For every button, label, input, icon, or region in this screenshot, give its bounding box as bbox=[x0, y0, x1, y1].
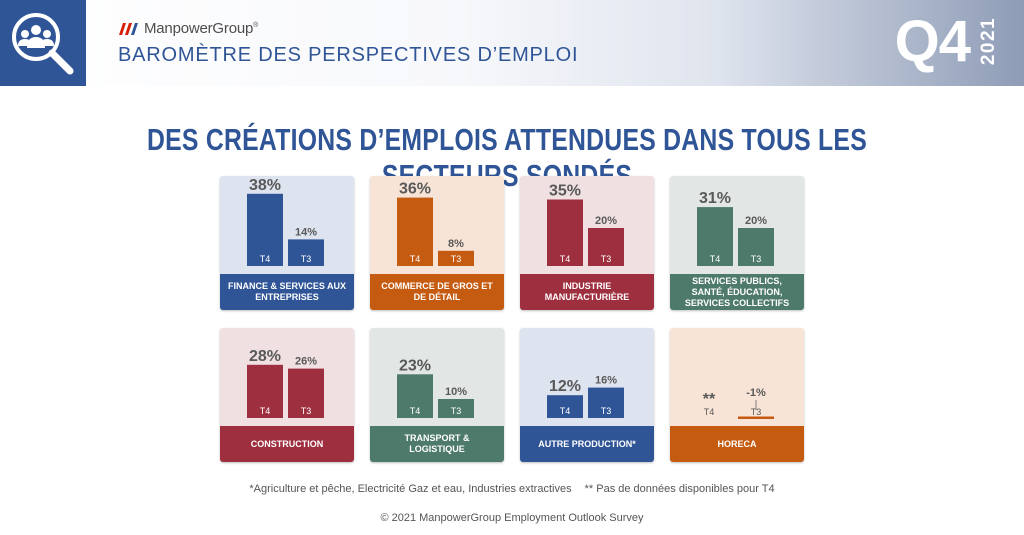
year-label: 2021 bbox=[978, 16, 999, 66]
bar-t3 bbox=[588, 228, 624, 266]
quarter-label: Q4 bbox=[894, 9, 971, 74]
sector-label: INDUSTRIE MANUFACTURIÈRE bbox=[520, 274, 654, 310]
bar-t3 bbox=[738, 228, 774, 266]
sector-card: T4 31% T3 20% SERVICES PUBLICS, SANTÉ, ÉDUCA… bbox=[670, 176, 804, 310]
value-label: 20% bbox=[595, 215, 617, 227]
category-label: T3 bbox=[301, 406, 312, 416]
bar-t3 bbox=[738, 416, 774, 419]
category-label: T4 bbox=[260, 406, 271, 416]
category-label: T4 bbox=[410, 254, 421, 264]
category-label: T3 bbox=[601, 406, 612, 416]
value-label: 31% bbox=[699, 190, 731, 207]
value-label: 10% bbox=[445, 386, 467, 398]
category-label: T4 bbox=[260, 254, 271, 264]
bar-t4 bbox=[697, 207, 733, 266]
logo-mark: ® bbox=[253, 22, 259, 29]
logo-text: ManpowerGroup bbox=[144, 20, 254, 37]
sector-chart: T4 35% T3 20% bbox=[547, 183, 624, 266]
value-label: 14% bbox=[295, 226, 317, 238]
sector-label: CONSTRUCTION bbox=[220, 426, 354, 462]
footnote-2: ** Pas de données disponibles pour T4 bbox=[584, 483, 775, 495]
value-label: 20% bbox=[745, 215, 767, 227]
bar-t3 bbox=[288, 368, 324, 418]
sector-card: T4 38% T3 14% FINANCE & SERVICES AUX ENTREPR… bbox=[220, 176, 354, 310]
category-label: T3 bbox=[301, 254, 312, 264]
bar-t4 bbox=[547, 395, 583, 418]
category-label: T3 bbox=[751, 407, 762, 417]
category-label: T4 bbox=[410, 406, 421, 416]
category-label: T4 bbox=[560, 254, 571, 264]
sector-label: SERVICES PUBLICS, SANTÉ, ÉDUCATION, SERV… bbox=[670, 274, 804, 310]
sector-card: T4 28% T3 26% CONSTRUCTION bbox=[220, 328, 354, 462]
sector-chart: T4 31% T3 20% bbox=[697, 190, 774, 266]
value-label: ** bbox=[703, 391, 716, 408]
sector-chart: T4** T3 -1% bbox=[703, 387, 774, 419]
value-label: 23% bbox=[399, 357, 431, 374]
value-label: 36% bbox=[399, 181, 431, 198]
value-label: -1% bbox=[746, 387, 766, 399]
sector-chart: T4 12% T3 16% bbox=[547, 375, 624, 418]
value-label: 28% bbox=[249, 348, 281, 365]
value-label: 35% bbox=[549, 183, 581, 200]
sector-card: T4 23% T3 10% TRANSPORT & LOGISTIQUE bbox=[370, 328, 504, 462]
category-label: T4 bbox=[710, 254, 721, 264]
sector-label: COMMERCE DE GROS ET DE DÉTAIL bbox=[370, 274, 504, 310]
header-title: BAROMÈTRE DES PERSPECTIVES D’EMPLOI bbox=[118, 44, 579, 66]
bar-t3 bbox=[438, 399, 474, 418]
people-search-icon bbox=[0, 0, 86, 86]
category-label: T4 bbox=[560, 406, 571, 416]
footnote: *Agriculture et pêche, Electricité Gaz e… bbox=[0, 483, 1024, 495]
sector-label: TRANSPORT & LOGISTIQUE bbox=[370, 426, 504, 462]
value-label: 16% bbox=[595, 375, 617, 387]
category-label: T3 bbox=[451, 254, 462, 264]
bar-t3 bbox=[438, 250, 474, 266]
bar-t4 bbox=[247, 364, 283, 418]
bar-t4 bbox=[247, 193, 283, 266]
value-label: 38% bbox=[249, 177, 281, 194]
sector-label: FINANCE & SERVICES AUX ENTREPRISES bbox=[220, 274, 354, 310]
value-label: 12% bbox=[549, 378, 581, 395]
sector-label: HORECA bbox=[670, 426, 804, 462]
manpowergroup-logo: ManpowerGroup® bbox=[118, 20, 258, 37]
category-label: T4 bbox=[704, 407, 715, 417]
sector-card: T4 12% T3 16% AUTRE PRODUCTION* bbox=[520, 328, 654, 462]
copyright: © 2021 ManpowerGroup Employment Outlook … bbox=[380, 512, 644, 524]
category-label: T3 bbox=[601, 254, 612, 264]
value-label: 26% bbox=[295, 356, 317, 368]
manpower-logo-icon bbox=[119, 22, 138, 35]
sector-chart: T4 36% T3 8% bbox=[397, 181, 474, 266]
sector-chart: T4 23% T3 10% bbox=[397, 357, 474, 418]
value-label: 8% bbox=[448, 238, 464, 250]
sector-chart: T4 38% T3 14% bbox=[247, 177, 324, 266]
footnote-1: *Agriculture et pêche, Electricité Gaz e… bbox=[249, 483, 572, 495]
category-label: T3 bbox=[751, 254, 762, 264]
bar-t4 bbox=[397, 197, 433, 266]
bar-t3 bbox=[588, 387, 624, 418]
category-label: T3 bbox=[451, 406, 462, 416]
bar-t4 bbox=[547, 199, 583, 266]
header: ManpowerGroup® BAROMÈTRE DES PERSPECTIVE… bbox=[0, 0, 1024, 86]
sector-chart: T4 28% T3 26% bbox=[247, 348, 324, 418]
sector-label: AUTRE PRODUCTION* bbox=[520, 426, 654, 462]
sector-card: T4 35% T3 20% INDUSTRIE MANUFACTURIÈRE bbox=[520, 176, 654, 310]
bar-t3 bbox=[288, 239, 324, 266]
sector-card: T4 ** T3 -1% HORECA bbox=[670, 328, 804, 462]
bar-t4 bbox=[397, 374, 433, 418]
sector-card: T4 36% T3 8% COMMERCE DE GROS ET DE DÉTAIL bbox=[370, 176, 504, 310]
